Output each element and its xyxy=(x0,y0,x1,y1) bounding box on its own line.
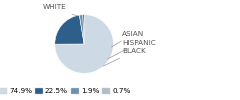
Text: HISPANIC: HISPANIC xyxy=(108,40,156,59)
Wedge shape xyxy=(55,15,114,73)
Text: WHITE: WHITE xyxy=(43,4,77,16)
Legend: 74.9%, 22.5%, 1.9%, 0.7%: 74.9%, 22.5%, 1.9%, 0.7% xyxy=(0,88,131,94)
Text: BLACK: BLACK xyxy=(103,48,146,66)
Text: ASIAN: ASIAN xyxy=(111,31,144,47)
Wedge shape xyxy=(83,15,84,44)
Wedge shape xyxy=(55,15,84,44)
Wedge shape xyxy=(79,15,84,44)
